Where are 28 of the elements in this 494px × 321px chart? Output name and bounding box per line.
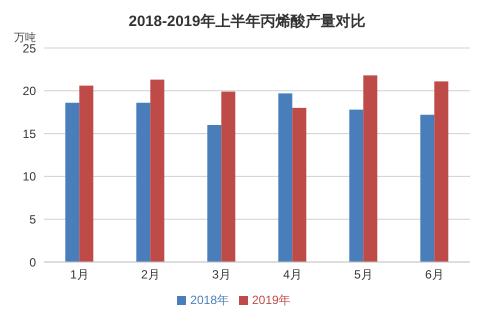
bar: [136, 102, 150, 262]
chart-title: 2018-2019年上半年丙烯酸产量对比: [128, 13, 366, 30]
bar: [420, 114, 434, 262]
y-tick-label: 15: [22, 126, 36, 141]
bar: [207, 125, 222, 262]
bar: [363, 75, 378, 262]
legend-label: 2018年: [190, 293, 229, 307]
y-axis-title: 万吨: [14, 31, 36, 44]
bar: [65, 102, 80, 262]
bar: [434, 81, 448, 262]
bar: [221, 92, 236, 262]
y-tick-label: 10: [22, 170, 36, 184]
bar: [292, 108, 306, 262]
y-tick-label: 0: [29, 255, 36, 270]
bar: [349, 110, 364, 262]
legend-label: 2019年: [252, 293, 291, 307]
y-tick-label: 20: [22, 84, 36, 98]
bar: [278, 93, 292, 262]
y-tick-label: 5: [29, 212, 36, 226]
x-tick-label: 4月: [283, 268, 302, 282]
bar: [150, 80, 164, 262]
x-tick-label: 5月: [354, 268, 373, 282]
x-tick-label: 1月: [70, 268, 89, 282]
x-tick-label: 6月: [425, 268, 444, 282]
x-tick-label: 3月: [212, 268, 231, 282]
y-tick-label: 25: [22, 41, 36, 56]
x-tick-label: 2月: [141, 268, 160, 282]
bar: [79, 86, 94, 262]
